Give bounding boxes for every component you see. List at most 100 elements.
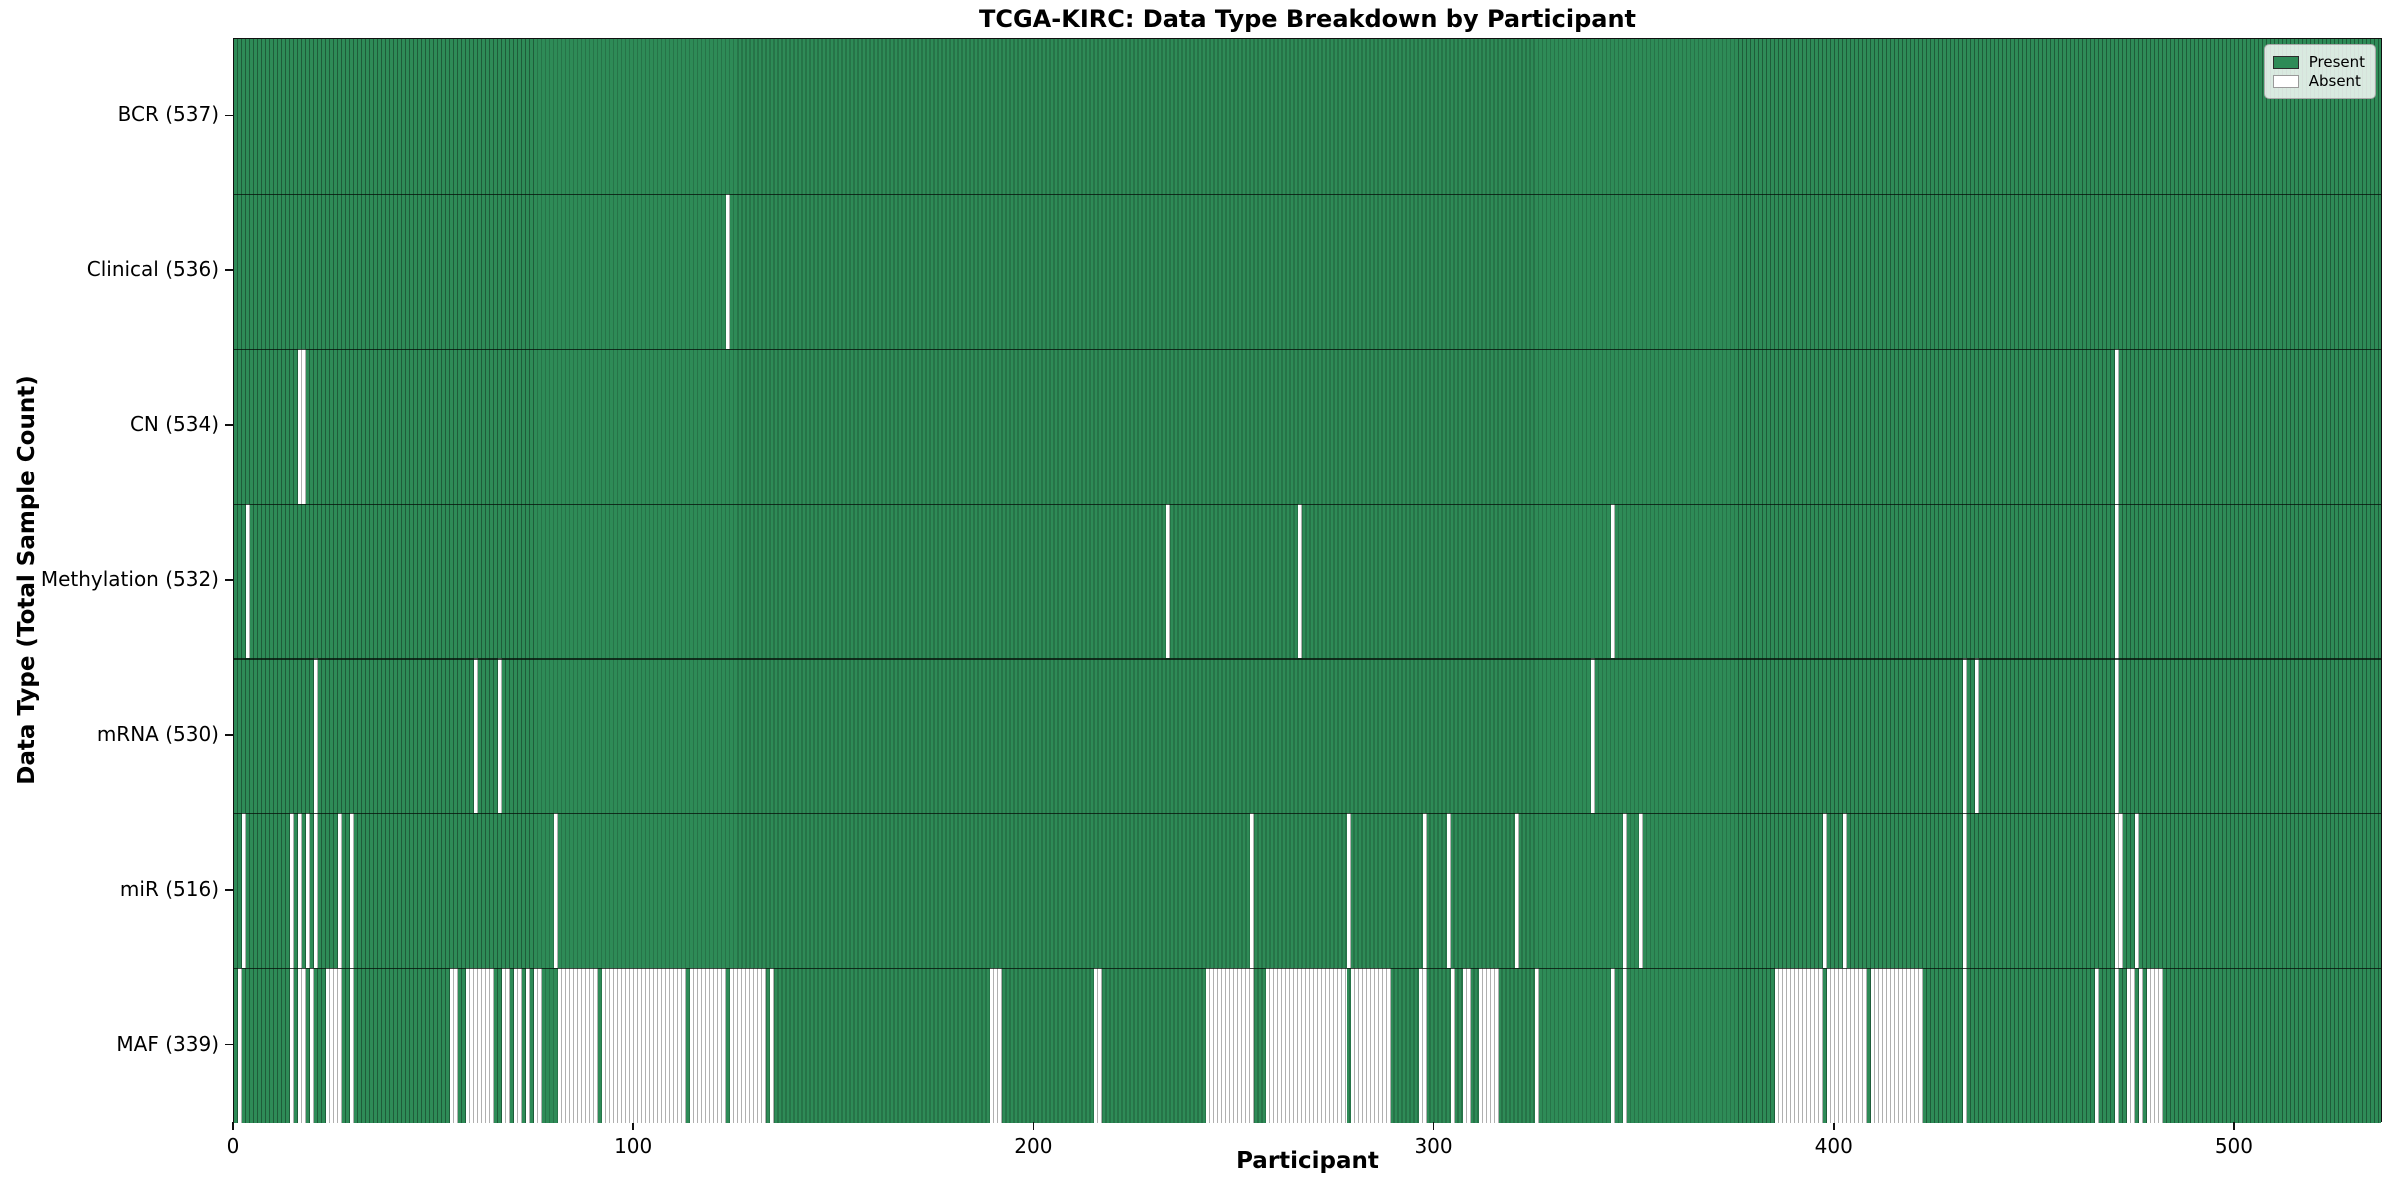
absent-cells-CN-16-17 <box>298 348 307 504</box>
x-tick-label: 0 <box>226 1134 240 1158</box>
y-tick-mark <box>225 114 233 117</box>
row-separator <box>234 968 2381 970</box>
absent-cells-MAF-14-14 <box>290 968 295 1123</box>
absent-cells-MAF-58-64 <box>466 968 495 1123</box>
y-tick-mark <box>225 579 233 581</box>
absent-cells-MAF-134-134 <box>770 968 775 1123</box>
absent-cells-CN-470-470 <box>2114 348 2119 504</box>
heatmap-row-Methylation <box>234 503 2381 659</box>
x-tick-mark <box>1832 1122 1835 1130</box>
x-tick-label: 300 <box>1414 1134 1453 1158</box>
absent-cells-miR-2-2 <box>242 813 246 969</box>
absent-cells-mRNA-470-470 <box>2114 658 2119 814</box>
absent-cells-MAF-432-432 <box>1962 968 1967 1123</box>
absent-cells-MAF-81-90 <box>558 968 599 1123</box>
y-tick-mark <box>225 734 233 736</box>
absent-cells-MAF-75-76 <box>534 968 543 1123</box>
y-tick-label-MAF: MAF (339) <box>116 1031 219 1056</box>
y-tick-label-Methylation: Methylation (532) <box>40 567 219 591</box>
absent-cells-miR-16-16 <box>298 813 303 969</box>
absent-cells-MAF-16-17 <box>298 968 307 1123</box>
absent-cells-MAF-23-26 <box>326 968 343 1123</box>
absent-cells-mRNA-435-435 <box>1974 658 1979 814</box>
y-tick-mark <box>225 269 233 272</box>
legend-absent-swatch <box>2272 74 2299 88</box>
absent-cells-Methylation-470-470 <box>2114 503 2119 659</box>
row-separator <box>234 503 2381 505</box>
absent-cells-miR-297-297 <box>1422 813 1427 969</box>
absent-cells-mRNA-432-432 <box>1962 658 1967 814</box>
heatmap-row-CN <box>234 348 2381 504</box>
absent-cells-miR-470-471 <box>2114 813 2123 969</box>
absent-cells-miR-432-432 <box>1962 813 1967 969</box>
heatmap-row-Clinical <box>234 193 2381 349</box>
x-tick-label: 500 <box>2214 1134 2254 1158</box>
absent-cells-MAF-189-191 <box>990 968 1003 1123</box>
absent-cells-Clinical-123-123 <box>726 193 731 349</box>
absent-cells-MAF-92-112 <box>602 968 687 1123</box>
absent-cells-Methylation-3-3 <box>246 503 250 659</box>
absent-cells-MAF-29-29 <box>350 968 355 1123</box>
absent-cells-MAF-279-288 <box>1350 968 1391 1123</box>
absent-cells-MAF-398-407 <box>1826 968 1867 1123</box>
legend: Present Absent <box>2263 44 2376 99</box>
absent-cells-miR-14-14 <box>290 813 295 969</box>
absent-cells-MAF-114-122 <box>690 968 727 1123</box>
absent-cells-MAF-465-465 <box>2094 968 2099 1123</box>
y-tick-label-CN: CN (534) <box>129 412 219 437</box>
y-tick-label-Clinical: Clinical (536) <box>86 257 219 282</box>
absent-cells-Methylation-266-266 <box>1298 503 1303 659</box>
absent-cells-miR-320-320 <box>1514 813 1519 969</box>
absent-cells-miR-20-20 <box>314 813 319 969</box>
row-separator <box>234 658 2381 660</box>
y-tick-mark <box>225 1043 233 1046</box>
absent-cells-MAF-124-132 <box>730 968 767 1123</box>
absent-cells-miR-303-303 <box>1446 813 1451 969</box>
y-tick-label-BCR: BCR (537) <box>117 102 219 127</box>
absent-cells-MAF-19-19 <box>310 968 315 1123</box>
absent-cells-mRNA-20-20 <box>314 658 319 814</box>
absent-cells-miR-475-475 <box>2134 813 2139 969</box>
x-tick-mark <box>2233 1122 2235 1130</box>
row-separator <box>234 813 2381 815</box>
x-tick-mark <box>232 1122 234 1130</box>
x-tick-label: 400 <box>1814 1134 1853 1158</box>
x-tick-mark <box>632 1122 634 1130</box>
y-tick-mark <box>225 424 233 426</box>
heatmap-row-mRNA <box>234 658 2381 814</box>
legend-entry-present: Present <box>2272 54 2365 70</box>
absent-cells-MAF-73-73 <box>526 968 531 1123</box>
x-tick-mark <box>1032 1122 1035 1130</box>
plot-area: Present Absent <box>233 38 2382 1123</box>
absent-cells-MAF-311-315 <box>1478 968 1499 1123</box>
absent-cells-mRNA-60-60 <box>474 658 479 814</box>
absent-cells-mRNA-339-339 <box>1590 658 1595 814</box>
absent-cells-miR-402-402 <box>1842 813 1847 969</box>
absent-cells-MAF-344-344 <box>1610 968 1615 1123</box>
absent-cells-MAF-409-421 <box>1870 968 1923 1123</box>
y-tick-mark <box>225 888 233 891</box>
absent-cells-MAF-1-1 <box>238 968 242 1123</box>
absent-cells-MAF-473-474 <box>2126 968 2135 1123</box>
absent-cells-miR-18-18 <box>306 813 311 969</box>
legend-present-swatch <box>2272 55 2299 69</box>
absent-cells-MAF-385-396 <box>1774 968 1823 1123</box>
absent-cells-MAF-478-481 <box>2146 968 2163 1123</box>
x-tick-label: 100 <box>614 1134 653 1158</box>
absent-cells-MAF-70-71 <box>514 968 523 1123</box>
absent-cells-miR-80-80 <box>554 813 559 969</box>
absent-cells-MAF-307-308 <box>1462 968 1471 1123</box>
absent-cells-miR-351-351 <box>1638 813 1643 969</box>
legend-absent-label: Absent <box>2308 72 2361 90</box>
absent-cells-MAF-296-297 <box>1418 968 1427 1123</box>
y-tick-label-mRNA: mRNA (530) <box>96 721 219 746</box>
absent-cells-MAF-215-216 <box>1094 968 1103 1123</box>
x-tick-mark <box>1432 1122 1435 1130</box>
absent-cells-MAF-325-325 <box>1534 968 1539 1123</box>
x-axis-label: Participant <box>1236 1148 1379 1174</box>
absent-cells-MAF-476-476 <box>2138 968 2143 1123</box>
absent-cells-MAF-258-277 <box>1266 968 1347 1123</box>
y-tick-label-miR: miR (516) <box>119 876 219 901</box>
chart-title: TCGA-KIRC: Data Type Breakdown by Partic… <box>979 5 1636 33</box>
